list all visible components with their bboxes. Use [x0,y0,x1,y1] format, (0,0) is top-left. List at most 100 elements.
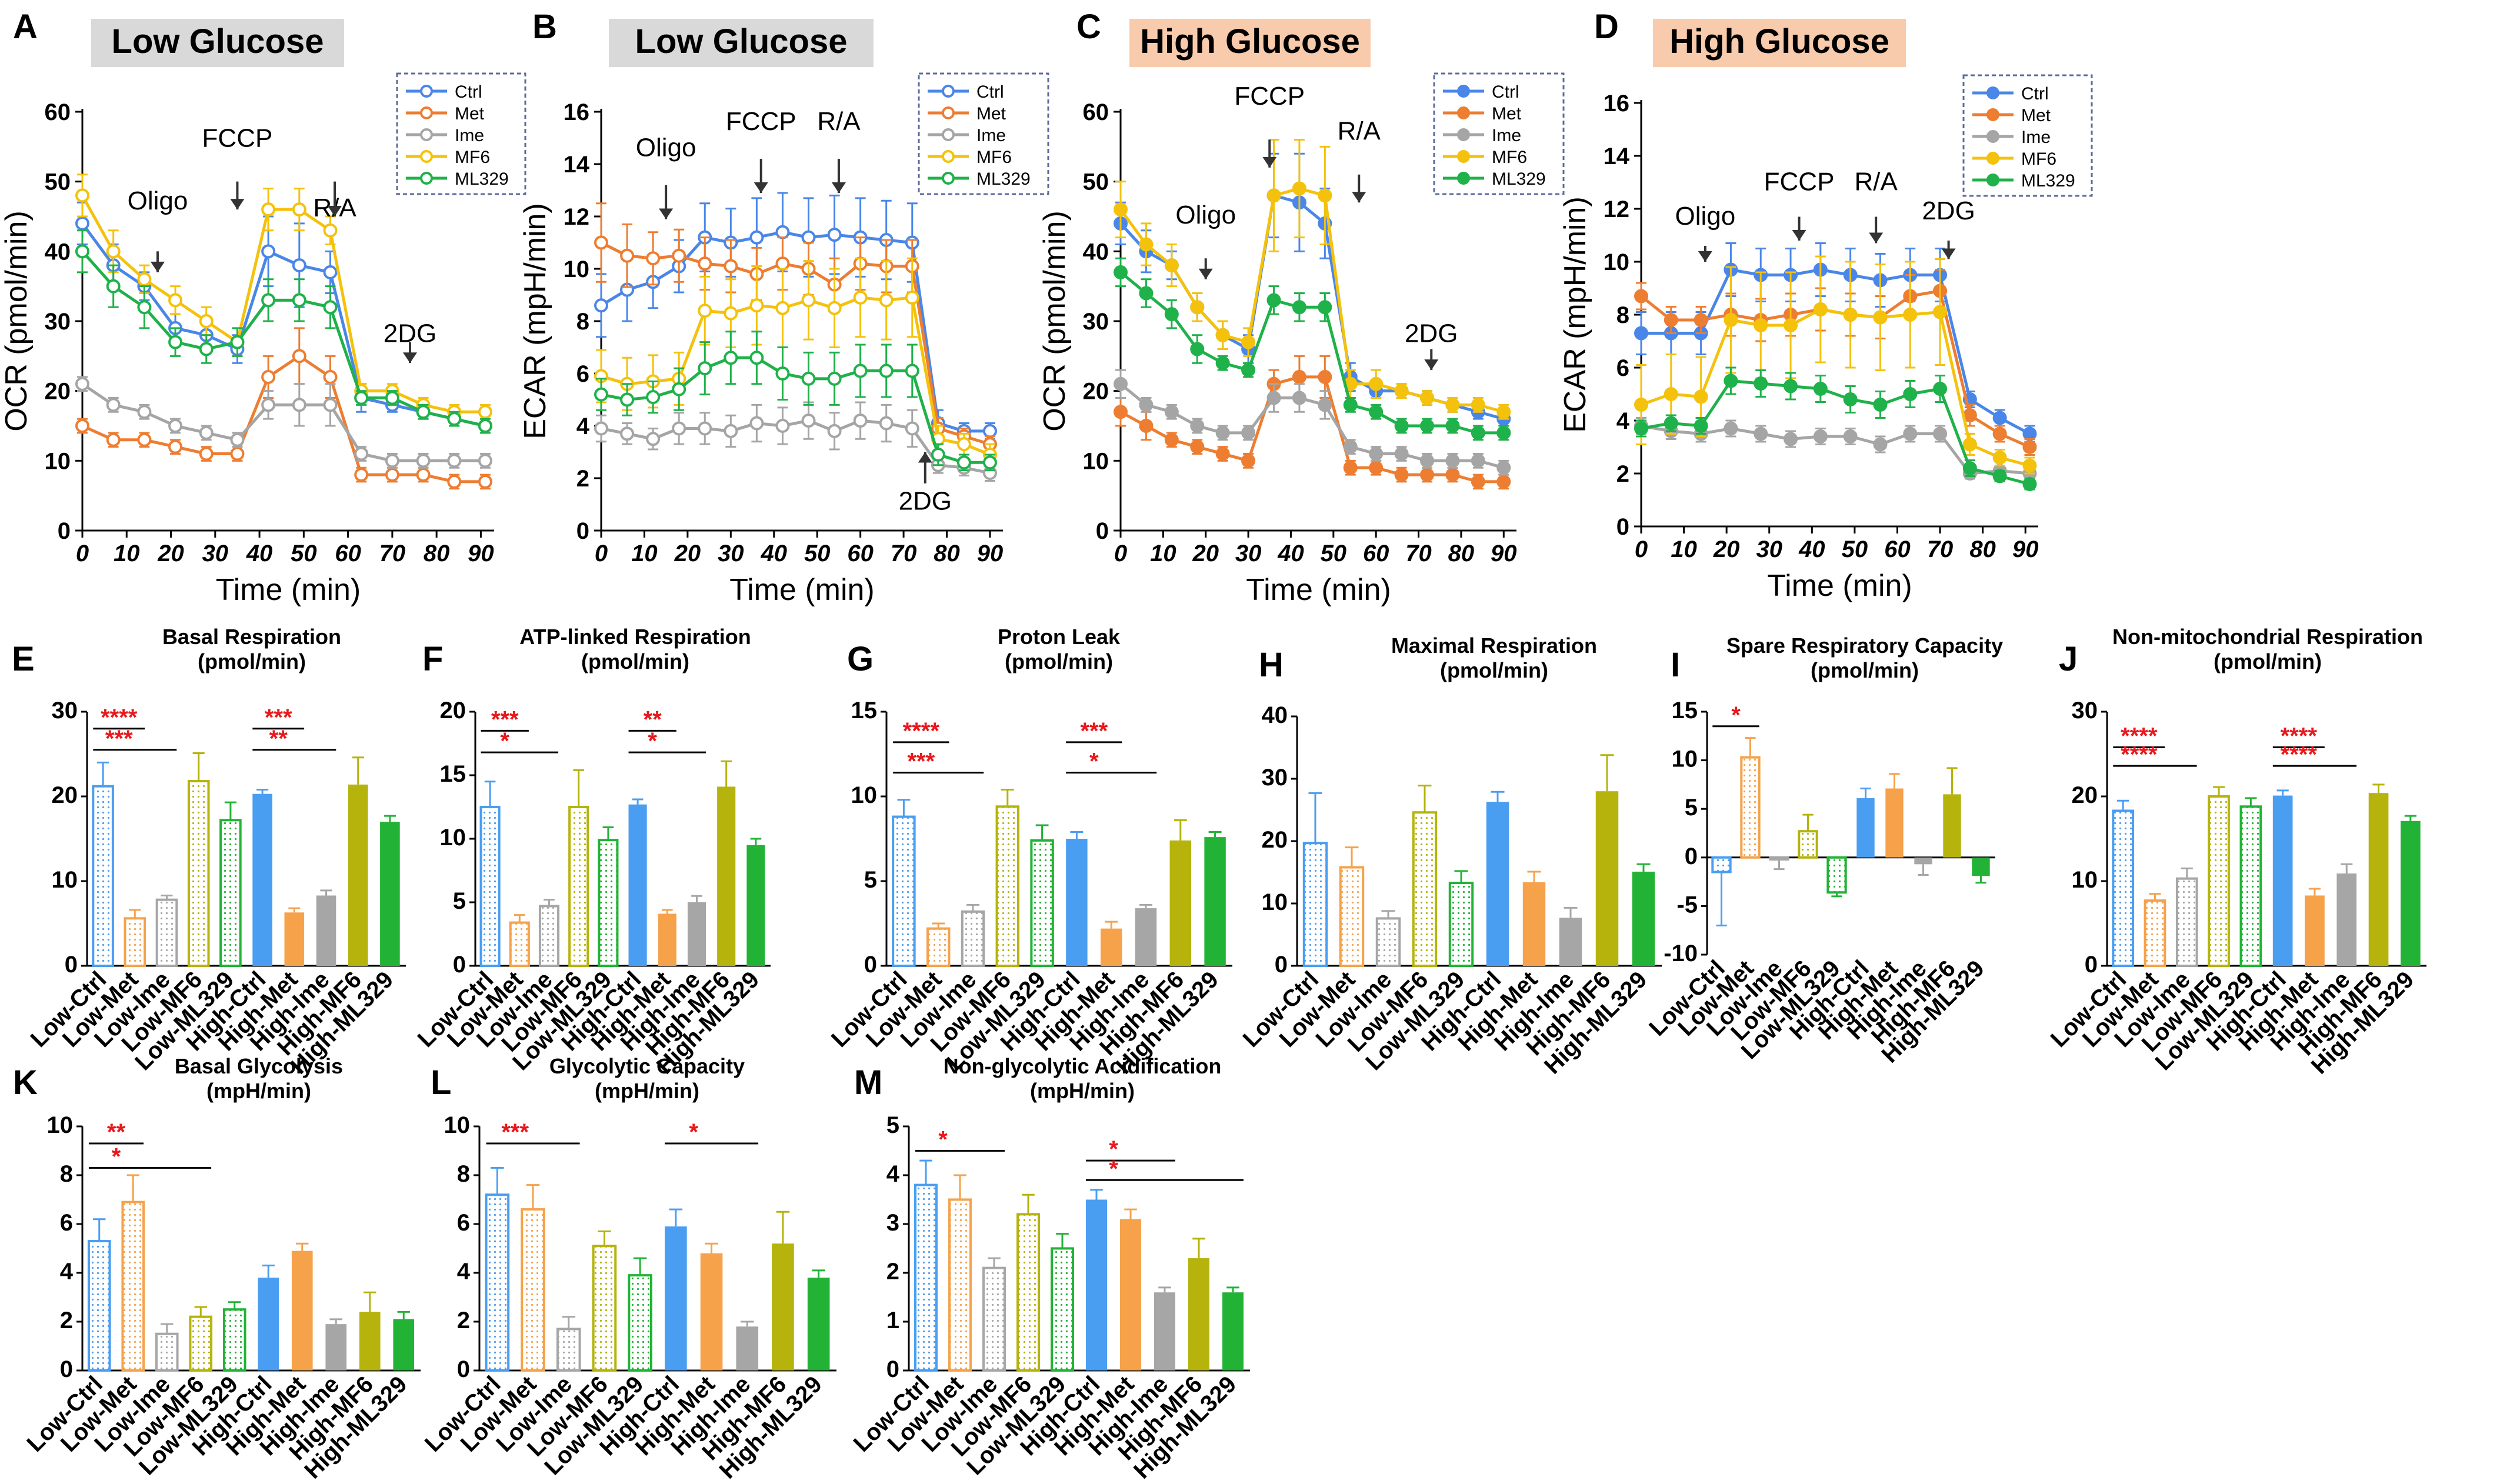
x-tick-label: 10 [114,541,140,566]
y-tick-label: 1 [886,1308,899,1333]
data-point [1933,426,1948,441]
chart-title: (mpH/min) [1030,1079,1135,1103]
data-point [931,447,945,462]
data-point [775,225,790,239]
series-line [1119,375,1504,483]
bar-Low-Met [926,927,951,968]
data-point [1394,383,1409,398]
arrow-head [1424,359,1439,371]
x-tick-label: 80 [1969,536,1996,562]
bar-Low-Ime [556,1328,581,1372]
arrow-head [1792,230,1806,241]
data-point [724,351,738,365]
bar-Low-ML329 [598,839,619,968]
y-tick-label: 30 [45,309,71,335]
arrow-head [918,452,932,463]
y-tick-label: 4 [60,1259,74,1285]
data-point [1292,181,1306,196]
bar-Low-Met [509,921,530,968]
data-point [620,426,635,441]
series-line [1641,379,2031,486]
data-point [199,314,214,328]
data-point [1903,308,1918,322]
data-point [594,235,608,250]
data-point [1343,398,1358,412]
panel-letter: K [13,1063,38,1102]
bar-High-Ctrl [1486,802,1509,966]
data-point [1634,398,1648,412]
bar-High-MF6 [1188,1258,1209,1370]
data-point [1962,437,1977,452]
data-point [646,251,661,266]
chart-title: (mpH/min) [595,1079,699,1103]
y-tick-label: 10 [440,825,466,851]
chart-title: Non-mitochondrial Respiration [2112,625,2423,649]
data-point [75,419,89,433]
data-point [106,279,121,294]
chart-title: (pmol/min) [2214,649,2322,673]
data-point [1394,419,1409,433]
series-Ime [1114,369,1511,476]
data-point [1241,453,1256,468]
bar-High-Ctrl [252,793,272,966]
legend-entry: Ime [455,126,484,145]
data-point [1496,405,1511,419]
data-point [1903,387,1918,401]
data-point [292,398,306,412]
data-point [1114,202,1128,217]
data-point [1215,328,1230,342]
data-point [354,468,369,482]
data-point [1813,302,1828,316]
x-tick-label: 90 [1491,541,1517,566]
data-point [1992,469,2007,483]
legend-marker [420,106,433,119]
data-point [1664,387,1678,401]
legend-entry: Ctrl [976,82,1004,102]
y-tick-label: 30 [1262,765,1288,791]
series-line [1119,186,1504,413]
y-tick-label: 14 [564,152,590,178]
x-tick-label: 20 [674,541,701,566]
chart-title: Non-glycolytic Acidification [944,1054,1222,1078]
legend-entry: ML329 [976,169,1031,189]
data-point [1114,265,1128,279]
data-point [1266,188,1281,203]
data-point [447,474,462,489]
data-point [905,290,919,305]
significance-stars: *** [105,726,133,752]
data-point [775,301,790,315]
condition-label: Low Glucose [112,22,324,61]
bar-High-Met [1885,788,1904,858]
bar-Low-MF6 [187,780,210,967]
x-tick-label: 60 [1884,536,1911,562]
significance-stars: * [112,1144,121,1170]
y-tick-label: 8 [576,309,589,335]
x-tick-label: 0 [595,541,608,566]
condition-label: Low Glucose [635,22,848,61]
y-tick-label: 6 [60,1210,73,1236]
data-point [416,453,431,468]
y-tick-label: 2 [576,466,589,492]
annotation-label: 2DG [1405,319,1458,348]
x-tick-label: 60 [847,541,874,566]
x-tick-label: 30 [1756,536,1782,562]
y-tick-label: 10 [52,867,78,893]
y-tick-label: 0 [1275,952,1288,978]
legend-marker [420,128,433,141]
condition-label: High Glucose [1140,22,1360,61]
data-point [1496,461,1511,475]
y-tick-label: 20 [1083,379,1109,405]
y-tick-label: 0 [2085,952,2098,978]
series-line [81,382,485,462]
data-point [385,391,399,405]
x-tick-label: 70 [1405,541,1432,566]
data-point [1962,408,1977,422]
chart-title: Proton Leak [998,625,1121,649]
data-point [1843,308,1858,322]
series-line [1119,271,1504,435]
data-point [1369,446,1384,461]
series-Ime [75,376,492,469]
data-point [1369,376,1384,391]
data-point [1843,429,1858,443]
